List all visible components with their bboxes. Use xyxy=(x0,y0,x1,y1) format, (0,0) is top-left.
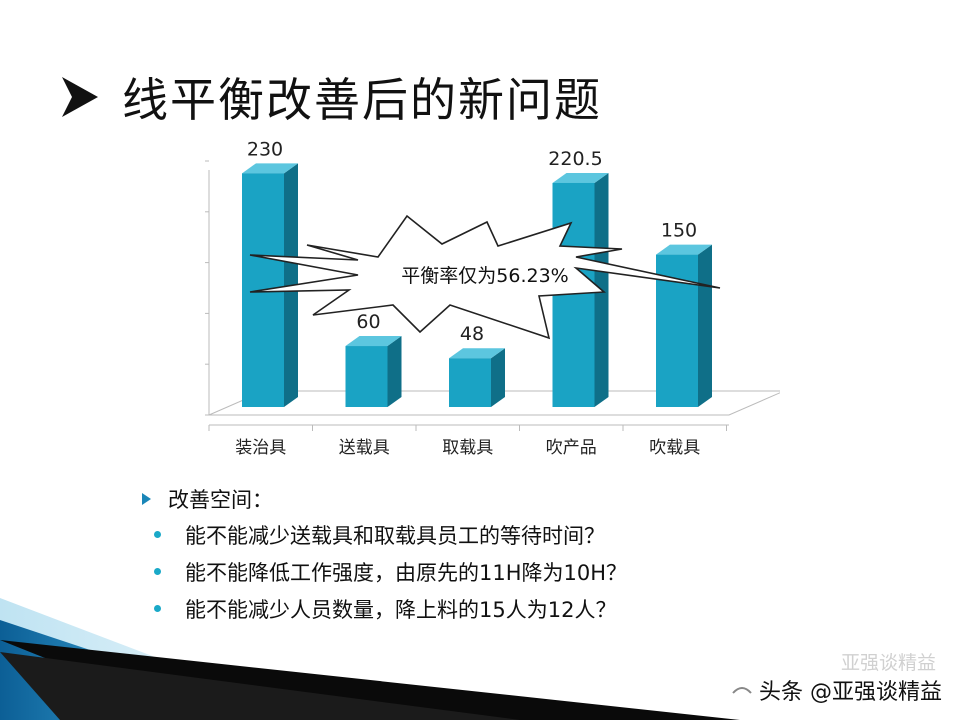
bar-top xyxy=(242,163,298,174)
bullet-item: 能不能减少人员数量，降上料的15人为12人？ xyxy=(154,590,627,627)
category-label: 吹载具 xyxy=(649,438,700,458)
category-label: 送载具 xyxy=(339,438,390,458)
slide-title: 线平衡改善后的新问题 xyxy=(60,62,602,132)
bullet-item: 能不能降低工作强度，由原先的11H降为10H？ xyxy=(154,553,627,590)
bar-side xyxy=(491,348,505,407)
data-label: 150 xyxy=(661,220,697,242)
bullet-item: 能不能减少送载具和取载具员工的等待时间？ xyxy=(154,516,627,553)
bullet-item-text: 能不能减少送载具和取载具员工的等待时间？ xyxy=(185,523,605,548)
bullet-item-text: 能不能降低工作强度，由原先的11H降为10H？ xyxy=(185,560,628,585)
watermark: 亚强谈精益 头条 @亚强谈精益 xyxy=(731,652,942,706)
bar-chart: 230 装治具 60 送载具 48 取载具 220.5 吹产品 150 吹载具 平衡率仅为56.2… xyxy=(205,140,780,458)
category-label: 取载具 xyxy=(442,438,493,458)
bar-top xyxy=(552,172,609,183)
bar-1 xyxy=(345,336,402,407)
watermark-text: 头条 @亚强谈精益 xyxy=(759,680,942,705)
data-label: 60 xyxy=(356,311,380,333)
triangle-bullet-icon xyxy=(142,493,151,505)
dot-bullet-icon xyxy=(154,568,161,575)
data-label: 220.5 xyxy=(548,148,602,170)
slide-title-text: 线平衡改善后的新问题 xyxy=(122,73,602,127)
watermark-logo-icon xyxy=(732,687,752,694)
bar-front xyxy=(345,346,388,407)
callout-shape xyxy=(249,214,721,340)
bullet-item-text: 能不能减少人员数量，降上料的15人为12人？ xyxy=(185,597,617,622)
bar-top xyxy=(449,348,505,359)
bar-front xyxy=(449,358,491,407)
dot-bullet-icon xyxy=(154,531,161,538)
callout-burst: 平衡率仅为56.23% xyxy=(249,214,721,340)
category-label: 装治具 xyxy=(235,438,286,458)
data-label: 230 xyxy=(247,140,283,160)
bullet-list: 改善空间： 能不能减少送载具和取载具员工的等待时间？ 能不能降低工作强度，由原先… xyxy=(140,482,627,627)
bar-side xyxy=(387,336,402,407)
category-label: 吹产品 xyxy=(546,438,597,458)
bar-2 xyxy=(449,348,505,407)
watermark-ghost-text: 亚强谈精益 xyxy=(840,652,936,674)
data-label: 48 xyxy=(460,323,484,345)
bar-top xyxy=(656,244,712,255)
bar-4 xyxy=(656,244,712,407)
dot-bullet-icon xyxy=(154,605,161,612)
callout-label: 平衡率仅为56.23% xyxy=(401,265,568,287)
bar-side xyxy=(698,244,712,407)
bar-top xyxy=(345,336,402,347)
bullet-heading-text: 改善空间： xyxy=(168,488,273,512)
arrow-bullet-icon xyxy=(62,77,98,117)
bullet-heading: 改善空间： xyxy=(140,482,627,516)
